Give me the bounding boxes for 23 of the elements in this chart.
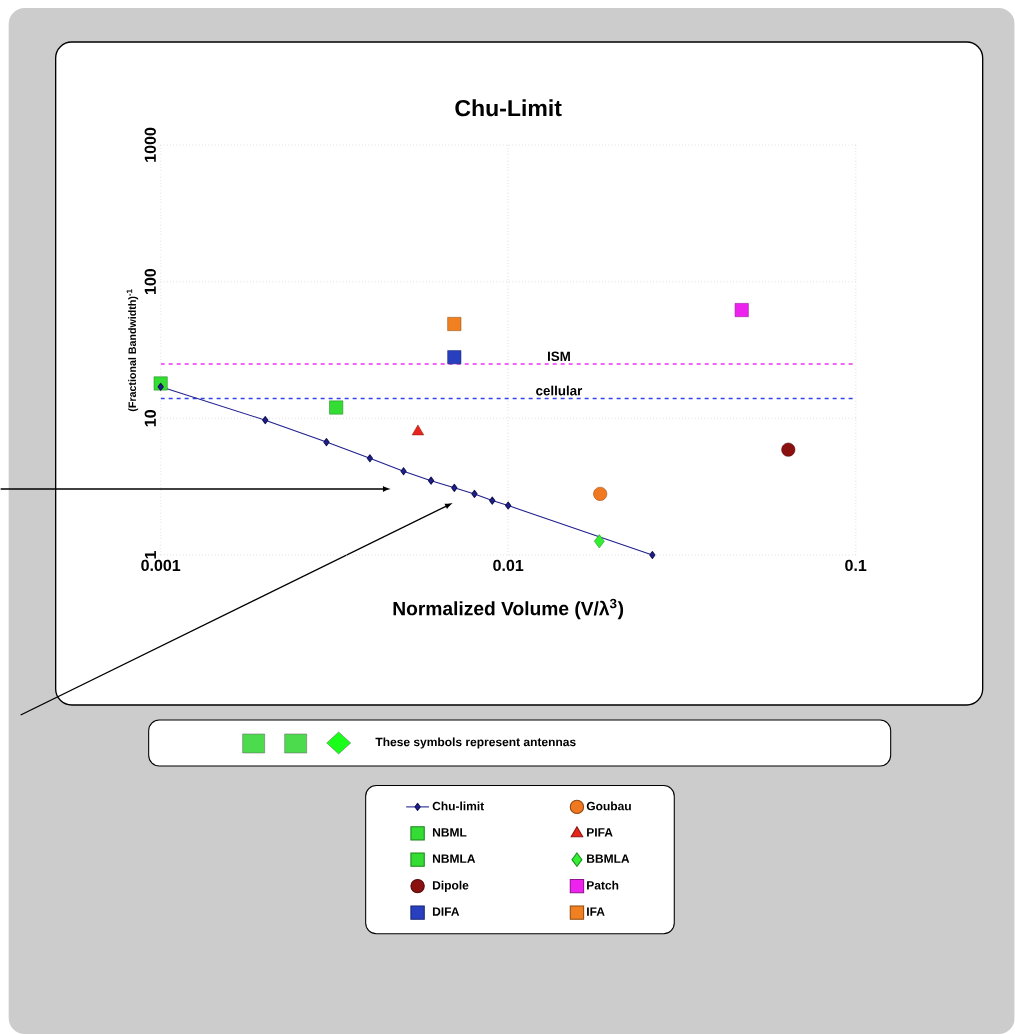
- y-tick-label: 10: [144, 410, 157, 427]
- legend-label: DIFA: [433, 907, 460, 916]
- legend-label: Goubau: [586, 801, 631, 811]
- x-tick-label: 0.001: [141, 559, 181, 572]
- legend-label: NBMLA: [433, 854, 476, 863]
- y-tick-label: 1: [145, 551, 157, 559]
- ref-line-label: ISM: [548, 351, 571, 361]
- legend-label: PIFA: [587, 828, 613, 837]
- chart-title: Chu-Limit: [455, 99, 562, 117]
- legend-label: BBMLA: [587, 854, 630, 863]
- legend-label: NBML: [433, 828, 467, 837]
- y-tick-label: 1000: [144, 127, 157, 162]
- x-axis-title: Normalized Volume (V/λ$^{3}$): [393, 598, 624, 620]
- text: These symbols represent antennas: [375, 737, 576, 749]
- ref-line-label: cellular: [536, 385, 583, 396]
- x-tick-label: 0.1: [845, 559, 867, 572]
- legend-label: Chu-limit: [432, 801, 485, 811]
- y-axis-title: (Fractional Bandwidth)$^{-1}$: [126, 289, 139, 412]
- y-tick-label: 100: [144, 268, 157, 294]
- legend-label: Dipole: [433, 880, 469, 892]
- legend-label: Patch: [587, 880, 619, 890]
- x-tick-label: 0.01: [493, 559, 524, 572]
- legend-label: IFA: [587, 907, 605, 916]
